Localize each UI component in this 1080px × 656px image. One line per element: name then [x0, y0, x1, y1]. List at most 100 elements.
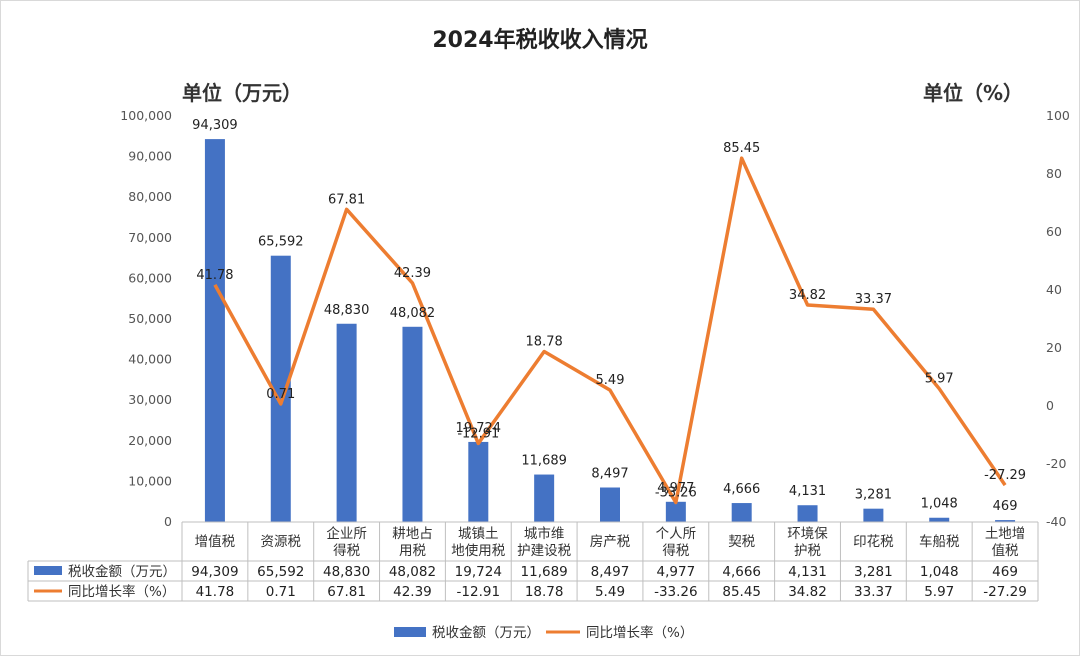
table-cell-growth: 5.49 — [595, 584, 625, 600]
line-data-label: 85.45 — [723, 141, 760, 156]
category-label: 得税 — [333, 542, 360, 559]
right-axis-tick-label: 20 — [1046, 340, 1062, 355]
bar-data-label: 65,592 — [258, 235, 304, 250]
category-label: 资源税 — [261, 534, 302, 550]
table-cell-growth: 18.78 — [525, 584, 564, 600]
bar — [204, 139, 225, 522]
left-axis-tick-label: 60,000 — [128, 270, 172, 285]
line-data-label: -27.29 — [984, 468, 1026, 483]
category-label: 增值税 — [195, 534, 236, 550]
bar — [534, 474, 555, 522]
category-label: 印花税 — [853, 534, 894, 550]
growth-rate-line — [213, 156, 1007, 505]
bar — [665, 501, 686, 522]
left-axis-tick-label: 80,000 — [128, 189, 172, 204]
line-data-label: 41.78 — [196, 268, 233, 283]
legend-key-bar — [394, 627, 426, 637]
right-axis-tick-label: 60 — [1046, 224, 1062, 239]
bar-data-label: 3,281 — [855, 488, 892, 503]
table-cell-amount: 65,592 — [257, 564, 304, 580]
left-axis-tick-label: 70,000 — [128, 230, 172, 245]
bar-data-label: 8,497 — [591, 467, 628, 482]
table-cell-growth: 34.82 — [788, 584, 827, 600]
category-label: 环境保 — [787, 526, 828, 542]
bar — [468, 441, 489, 522]
category-label: 企业所 — [326, 525, 367, 542]
bar-data-label: 4,131 — [789, 484, 826, 499]
category-label: 城市维 — [524, 525, 565, 542]
category-label: 房产税 — [590, 534, 631, 550]
legend-label-growth: 同比增长率（%） — [586, 624, 693, 641]
right-axis-tick-label: -20 — [1046, 456, 1066, 471]
table-cell-amount: 4,977 — [657, 564, 696, 580]
table-row-label-growth: 同比增长率（%） — [68, 583, 175, 600]
category-label: 用税 — [399, 543, 426, 559]
category-label: 耕地占 — [392, 525, 433, 542]
bar-data-label: 1,048 — [921, 497, 958, 512]
line-data-label: 34.82 — [789, 288, 826, 303]
table-cell-amount: 48,830 — [323, 564, 370, 580]
left-axis-tick-label: 90,000 — [128, 149, 172, 164]
category-label: 个人所 — [656, 526, 697, 542]
left-axis-tick-label: 0 — [164, 514, 172, 529]
right-axis-tick-label: 100 — [1046, 108, 1070, 123]
category-label: 地使用税 — [451, 542, 505, 559]
bar-data-label: 48,830 — [324, 303, 370, 318]
table-cell-amount: 94,309 — [191, 564, 238, 580]
table-cell-amount: 469 — [992, 564, 1018, 580]
line-data-label: 5.49 — [596, 373, 625, 388]
table-cell-amount: 19,724 — [455, 564, 502, 580]
line-data-label: 18.78 — [526, 335, 563, 350]
left-axis-tick-label: 50,000 — [128, 311, 172, 326]
bar-data-label: 94,309 — [192, 118, 238, 133]
category-label: 车船税 — [919, 533, 960, 550]
right-axis-tick-label: -40 — [1046, 514, 1066, 529]
right-axis-unit: 单位（%） — [923, 81, 1024, 105]
left-axis-unit: 单位（万元） — [182, 81, 302, 105]
right-axis-tick-label: 80 — [1046, 166, 1062, 181]
category-label: 得税 — [662, 542, 689, 559]
table-cell-amount: 8,497 — [591, 564, 630, 580]
table-cell-growth: -27.29 — [983, 584, 1027, 600]
category-label: 契税 — [728, 534, 755, 550]
bar-data-label: 4,977 — [657, 481, 694, 496]
table-cell-growth: -33.26 — [654, 584, 698, 600]
right-axis-tick-label: 0 — [1046, 398, 1054, 413]
bar — [336, 323, 357, 522]
bar-data-label: 11,689 — [521, 454, 567, 469]
table-cell-amount: 48,082 — [389, 564, 436, 580]
table-cell-amount: 4,131 — [788, 564, 827, 580]
bar — [797, 505, 818, 522]
bar-data-label: 4,666 — [723, 482, 760, 497]
table-cell-amount: 3,281 — [854, 564, 893, 580]
table-row-label-amount: 税收金额（万元） — [68, 564, 176, 580]
line-data-label: 67.81 — [328, 192, 365, 207]
table-cell-growth: -12.91 — [457, 584, 501, 600]
bar-data-label: 19,724 — [456, 421, 502, 436]
line-data-label: 5.97 — [925, 372, 954, 387]
legend-label-amount: 税收金额（万元） — [432, 625, 540, 641]
category-label: 城镇土 — [458, 526, 499, 542]
left-axis-tick-label: 10,000 — [128, 473, 172, 488]
bar-data-label: 469 — [993, 499, 1018, 514]
table-cell-growth: 5.97 — [924, 584, 954, 600]
bar-data-label: 48,082 — [390, 306, 436, 321]
bar — [929, 517, 950, 522]
line-data-label: -33.26 — [655, 485, 697, 500]
left-axis-tick-label: 20,000 — [128, 433, 172, 448]
table-cell-amount: 1,048 — [920, 564, 959, 580]
table-cell-growth: 67.81 — [327, 584, 366, 600]
chart-title: 2024年税收收入情况 — [432, 28, 648, 53]
bar — [731, 503, 752, 522]
bar — [402, 326, 423, 522]
table-cell-growth: 85.45 — [722, 584, 761, 600]
category-label: 护税 — [794, 543, 822, 559]
right-axis-tick-label: 40 — [1046, 282, 1062, 297]
bar — [600, 487, 620, 522]
category-label: 值税 — [992, 543, 1020, 559]
bar — [270, 255, 291, 523]
table-cell-growth: 33.37 — [854, 584, 893, 600]
table-legend-key-bar — [34, 566, 62, 575]
